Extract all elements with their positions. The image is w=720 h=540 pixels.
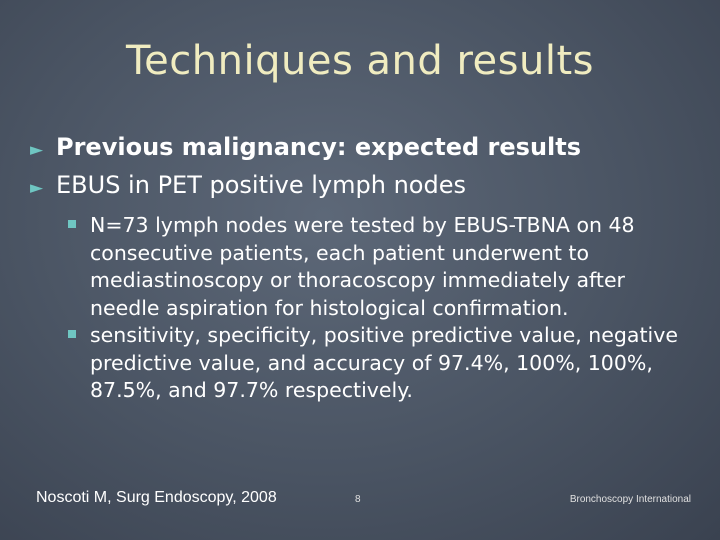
sub-bullet-lymph-nodes: N=73 lymph nodes were tested by EBUS-TBN… [68,212,700,322]
sub-bullet-statistics: sensitivity, specificity, positive predi… [68,322,700,405]
slide-title: Techniques and results [126,38,594,84]
sub-bullet-list: N=73 lymph nodes were tested by EBUS-TBN… [30,212,700,405]
sub-bullet-text: sensitivity, specificity, positive predi… [90,323,678,402]
triangle-bullet-icon: ► [30,178,44,198]
square-bullet-icon [68,330,76,338]
bullet-ebus-pet: ► EBUS in PET positive lymph nodes [30,168,700,206]
triangle-bullet-icon: ► [30,140,44,160]
bullet-list: ► Previous malignancy: expected results ►… [30,130,700,405]
square-bullet-icon [68,220,76,228]
page-number: 8 [355,494,361,505]
bullet-text: EBUS in PET positive lymph nodes [56,171,466,199]
sub-bullet-text: N=73 lymph nodes were tested by EBUS-TBN… [90,213,635,320]
footer-organization: Bronchoscopy International [569,494,691,505]
bullet-previous-malignancy: ► Previous malignancy: expected results [30,130,700,168]
footer-citation: Noscoti M, Surg Endoscopy, 2008 [36,489,277,506]
bullet-text: Previous malignancy: expected results [56,133,582,161]
